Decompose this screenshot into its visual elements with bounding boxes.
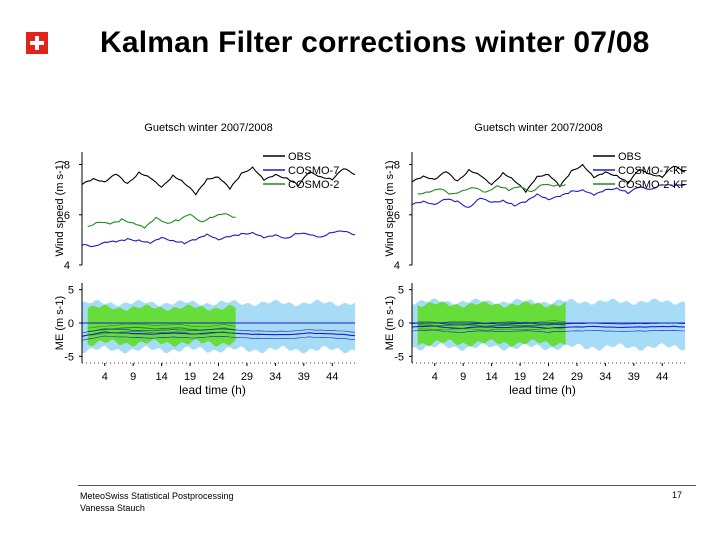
chart-title: Guetsch winter 2007/2008 — [144, 122, 272, 134]
x-tick-label: 34 — [599, 371, 611, 383]
y-axis-label-top: Wind speed (m s-1) — [54, 161, 66, 257]
legend-label: COSMO-2-KF — [618, 179, 687, 191]
x-tick-label: 19 — [514, 371, 526, 383]
chart-1: Guetsch winter 2007/2008 4 6 8 5 0 -5 4 9 14 19 24 2… — [54, 122, 356, 397]
x-tick-label: 9 — [130, 371, 136, 383]
legend-label: OBS — [288, 151, 311, 163]
page-number: 17 — [672, 490, 683, 500]
x-tick-label: 29 — [241, 371, 253, 383]
me-envelope-line — [417, 327, 566, 331]
series-line-obs — [81, 166, 356, 196]
legend-label: OBS — [618, 151, 641, 163]
y-tick-label: 8 — [64, 160, 70, 172]
footer-author: Vanessa Stauch — [80, 503, 145, 513]
legend-label: COSMO-2 — [288, 179, 339, 191]
y-tick-label: 4 — [64, 260, 70, 272]
series-line-cosmo-7 — [81, 230, 356, 248]
legend-label: COSMO-7 — [288, 165, 339, 177]
footer-text: MeteoSwiss Statistical Postprocessing Va… — [80, 490, 234, 514]
flag-cross-vertical — [35, 36, 39, 50]
x-tick-label: 44 — [656, 371, 668, 383]
x-tick-label: 9 — [460, 371, 466, 383]
me-envelope-line — [81, 328, 356, 334]
x-axis-label: lead time (h) — [509, 383, 576, 397]
x-tick-label: 14 — [486, 371, 498, 383]
footer-divider — [78, 485, 696, 486]
x-tick-label: 39 — [628, 371, 640, 383]
me-envelope-line — [411, 329, 686, 333]
y-tick-label: 6 — [394, 210, 400, 222]
y-tick-label: -5 — [64, 351, 74, 363]
x-tick-label: 4 — [432, 371, 438, 383]
x-tick-label: 24 — [542, 371, 554, 383]
y-tick-label: 5 — [68, 285, 74, 297]
slide-title: Kalman Filter corrections winter 07/08 — [100, 26, 650, 59]
y-tick-label: -5 — [394, 351, 404, 363]
me-envelope-line — [87, 323, 236, 329]
chart-2: Guetsch winter 2007/2008 4 6 8 5 0 -5 4 9 14 19 24 2… — [384, 122, 687, 397]
y-axis-label-top: Wind speed (m s-1) — [384, 161, 396, 257]
me-envelope-line — [87, 331, 236, 336]
x-tick-label: 19 — [184, 371, 196, 383]
series-line-obs — [411, 163, 686, 194]
footer-organization: MeteoSwiss Statistical Postprocessing — [80, 491, 234, 501]
swiss-flag-logo — [26, 32, 48, 54]
y-tick-label: 5 — [398, 285, 404, 297]
me-envelope-line — [411, 322, 686, 326]
x-tick-label: 39 — [298, 371, 310, 383]
me-line-cosmo-2-me — [87, 326, 236, 332]
me-line-cosmo-2-kf-me — [417, 323, 566, 327]
x-tick-label: 4 — [102, 371, 108, 383]
x-axis-label: lead time (h) — [179, 383, 246, 397]
series-line-cosmo-7-kf — [411, 184, 686, 208]
cosmo2-error-band — [87, 304, 236, 347]
y-axis-label-bottom: ME (m s-1) — [384, 296, 396, 350]
cosmo2-error-band — [417, 301, 566, 347]
series-line-cosmo-2-kf — [417, 183, 566, 195]
y-tick-label: 8 — [394, 160, 400, 172]
y-tick-label: 0 — [68, 318, 74, 330]
me-envelope-line — [417, 320, 566, 324]
series-line-cosmo-2 — [87, 213, 236, 229]
x-tick-label: 14 — [156, 371, 168, 383]
x-tick-label: 34 — [269, 371, 281, 383]
legend-label: COSMO-7-KF — [618, 165, 687, 177]
x-tick-label: 24 — [212, 371, 224, 383]
me-envelope-line — [81, 335, 356, 341]
x-tick-label: 29 — [571, 371, 583, 383]
y-tick-label: 6 — [64, 210, 70, 222]
x-tick-label: 44 — [326, 371, 338, 383]
y-axis-label-bottom: ME (m s-1) — [54, 296, 66, 350]
y-tick-label: 0 — [398, 318, 404, 330]
chart-title: Guetsch winter 2007/2008 — [474, 122, 602, 134]
y-tick-label: 4 — [394, 260, 400, 272]
